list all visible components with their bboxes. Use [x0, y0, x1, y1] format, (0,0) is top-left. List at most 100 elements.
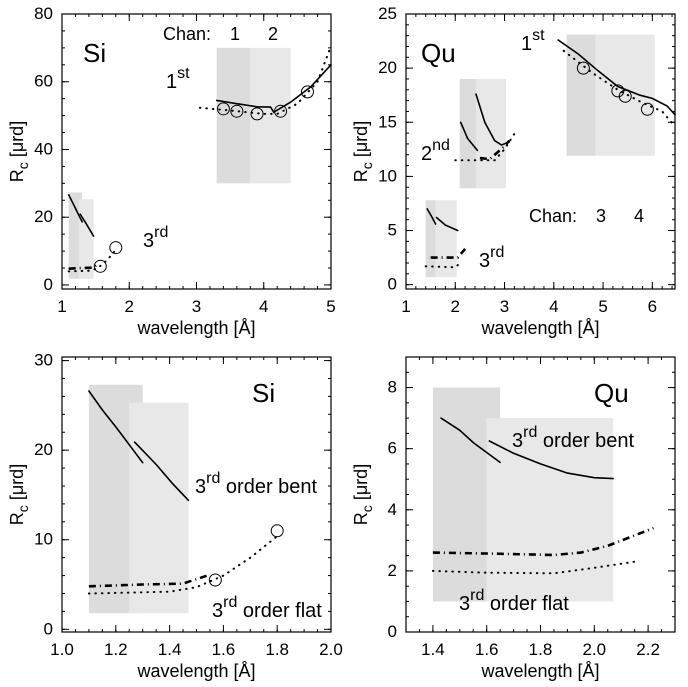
annotation: 4 [634, 206, 644, 226]
y-axis-label: Rc [μrd] [7, 464, 31, 525]
y-tick-label: 60 [34, 72, 53, 91]
y-tick-label: 80 [34, 4, 53, 23]
y-axis-label: Rc [μrd] [351, 464, 375, 525]
y-tick-label: 4 [388, 500, 397, 519]
x-tick-label: 1.6 [475, 640, 499, 659]
y-label-unit: [μrd] [7, 464, 27, 505]
panel-label: Si [83, 38, 106, 68]
y-tick-label: 6 [388, 439, 397, 458]
annotation-superscript: rd [206, 470, 220, 487]
data-marker [618, 89, 632, 103]
x-tick-label: 2.0 [319, 640, 343, 659]
annotation: 3rd order flat [459, 587, 569, 615]
annotation-text: Chan: [529, 206, 577, 226]
x-tick-label: 2 [451, 297, 460, 316]
y-label-subscript: c [359, 505, 375, 512]
x-tick-label: 1.6 [212, 640, 236, 659]
annotation-text: 3 [512, 430, 523, 452]
y-label-unit: [μrd] [351, 464, 371, 505]
y-tick-label: 30 [34, 351, 53, 370]
y-tick-label: 20 [34, 440, 53, 459]
y-label-main: R [351, 512, 371, 525]
y-tick-label: 20 [378, 58, 397, 77]
series-line-solid [88, 390, 144, 464]
y-tick-label: 0 [44, 619, 53, 638]
series-line-solid [488, 440, 614, 480]
annotation-text: 3 [459, 593, 470, 615]
series-line-dotted [67, 248, 117, 273]
y-tick-label: 10 [378, 166, 397, 185]
x-axis-label: wavelength [Å] [480, 661, 599, 681]
annotation: 3rd order flat [212, 594, 322, 622]
x-axis-label: wavelength [Å] [136, 318, 255, 338]
series-line-dashdot [479, 139, 511, 161]
annotation: 2nd [421, 137, 450, 165]
annotation-text: 1 [230, 24, 240, 44]
annotation-superscript: nd [432, 137, 450, 154]
y-tick-label: 25 [378, 4, 397, 23]
annotation-superscript: rd [470, 587, 484, 604]
y-tick-label: 8 [388, 378, 397, 397]
x-axis-label: wavelength [Å] [136, 661, 255, 681]
series-line-solid [67, 194, 83, 223]
data-marker [640, 102, 654, 116]
x-tick-label: 1.4 [158, 640, 182, 659]
annotation-text: 3 [143, 230, 154, 252]
x-tick-label: 2.2 [636, 640, 660, 659]
data-marker [230, 104, 244, 118]
annotation: 3rd order bent [512, 424, 635, 452]
panel-label: Si [252, 378, 275, 408]
annotation-text: Si [252, 378, 275, 408]
y-axis-label: Rc [μrd] [7, 121, 31, 182]
annotation-tail: order flat [484, 593, 569, 615]
annotation-superscript: rd [523, 424, 537, 441]
x-tick-label: 1 [401, 297, 410, 316]
x-tick-label: 4 [549, 297, 558, 316]
y-tick-label: 0 [388, 622, 397, 641]
y-tick-label: 2 [388, 561, 397, 580]
annotation: 1st [166, 65, 190, 93]
x-tick-label: 1.8 [265, 640, 289, 659]
y-label-main: R [351, 169, 371, 182]
data-marker [93, 259, 107, 273]
annotation-text: 1 [521, 33, 532, 55]
x-axis-label: wavelength [Å] [480, 318, 599, 338]
annotation-superscript: rd [490, 244, 504, 261]
panel-label: Qu [421, 38, 456, 68]
annotation-text: Chan: [163, 24, 211, 44]
series-line-dashdot [430, 248, 467, 259]
x-tick-label: 1.2 [104, 640, 128, 659]
channel-region [459, 78, 476, 189]
series-line-dotted [424, 262, 462, 269]
annotation: 3rd [479, 244, 504, 272]
y-tick-label: 20 [34, 207, 53, 226]
data-marker [576, 61, 590, 75]
annotation-tail: order bent [220, 476, 317, 498]
y-tick-label: 5 [388, 221, 397, 240]
x-tick-label: 1.0 [50, 640, 74, 659]
data-marker [109, 241, 123, 255]
series-line-dotted [198, 45, 332, 115]
data-marker [300, 85, 314, 99]
data-marker [250, 107, 264, 121]
annotation-text: 3 [479, 250, 490, 272]
annotation: 1st [521, 27, 545, 55]
annotation-text: 1 [166, 71, 177, 93]
x-tick-label: 1.4 [421, 640, 445, 659]
x-tick-label: 2 [125, 297, 134, 316]
series-line-dashdot [432, 526, 654, 557]
x-tick-label: 1 [57, 297, 66, 316]
y-axis-label: Rc [μrd] [351, 121, 375, 182]
y-tick-label: 0 [388, 275, 397, 294]
channel-region [425, 200, 436, 278]
y-tick-label: 0 [44, 275, 53, 294]
series-line-solid [475, 93, 511, 146]
plot-frame [405, 13, 676, 290]
annotation: Chan: [529, 206, 577, 226]
y-tick-label: 40 [34, 139, 53, 158]
annotation-text: Qu [421, 38, 456, 68]
series-line-dotted [431, 560, 636, 575]
y-label-unit: [μrd] [7, 121, 27, 162]
annotation-text: 2 [268, 24, 278, 44]
